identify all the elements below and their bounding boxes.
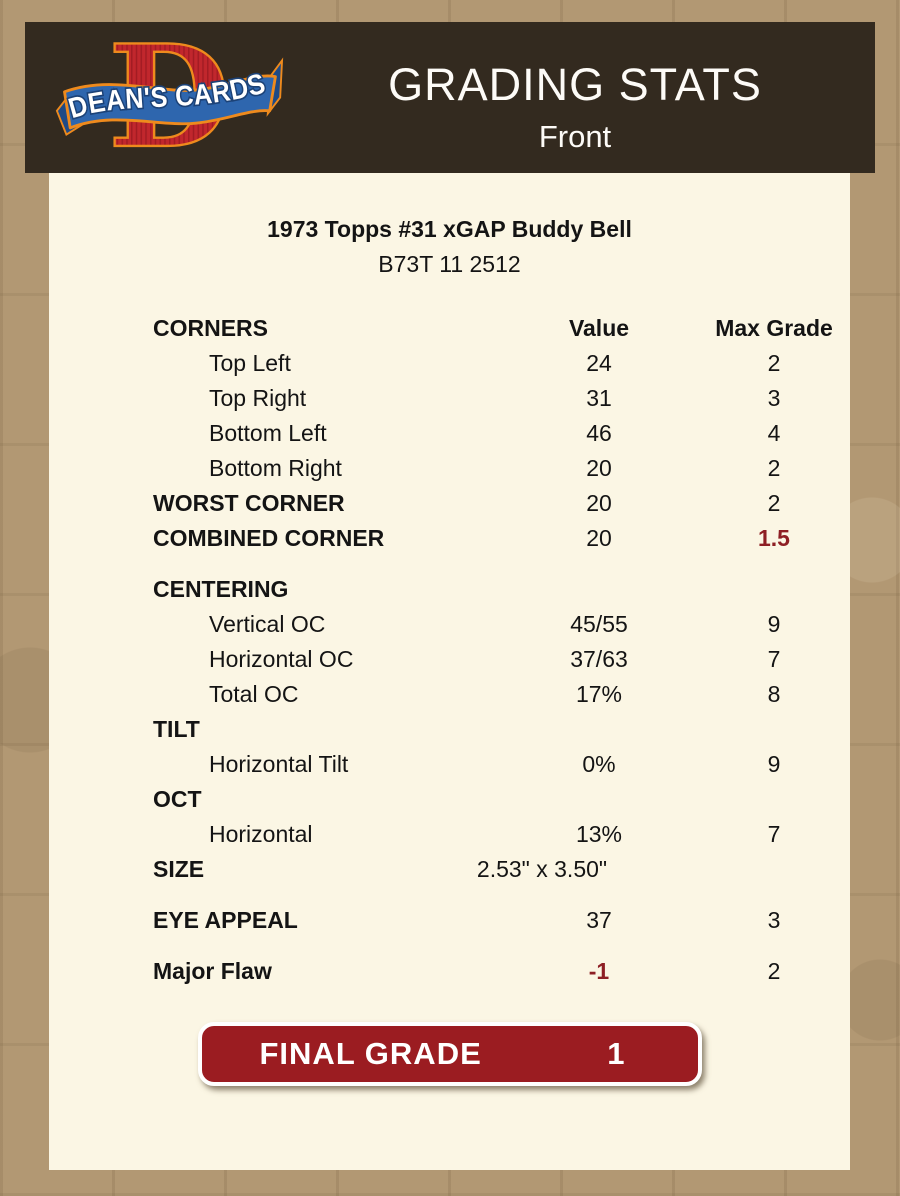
row-max-grade: 9 xyxy=(767,611,781,637)
row-label: OCT xyxy=(153,786,202,812)
row-max-grade: 2 xyxy=(767,958,781,984)
row-label: Major Flaw xyxy=(153,958,272,984)
row-value: 20 xyxy=(586,525,612,551)
grading-stats-table: CORNERS Value Max Grade Top Left 24 2 Top Righ… xyxy=(49,311,850,989)
row-oct-horizontal: Horizontal 13% 7 xyxy=(49,817,850,852)
row-value xyxy=(499,572,699,607)
header-titles: GRADING STATS Front xyxy=(325,22,825,173)
ribbon-banner xyxy=(63,74,277,130)
row-value: 37/63 xyxy=(570,646,628,672)
row-value: 13% xyxy=(575,821,623,847)
row-label: SIZE xyxy=(153,856,205,882)
row-label: Bottom Right xyxy=(209,455,342,481)
row-label: Horizontal OC xyxy=(209,646,354,672)
header-bar: D DEAN'S CARDS GRADING STATS Front xyxy=(25,22,875,173)
row-bottom-right: Bottom Right 20 2 xyxy=(49,451,850,486)
row-max-grade: 8 xyxy=(767,681,781,707)
row-max-grade: 1.5 xyxy=(758,525,790,551)
row-label: COMBINED CORNER xyxy=(153,525,385,551)
row-max-grade: 9 xyxy=(767,751,781,777)
row-value: 45/55 xyxy=(570,611,628,637)
deans-cards-logo: D DEAN'S CARDS xyxy=(55,31,284,164)
row-value: 20 xyxy=(586,490,612,516)
row-value xyxy=(499,782,699,817)
row-value: 17% xyxy=(575,681,623,707)
row-combined-corner: COMBINED CORNER 20 1.5 xyxy=(49,521,850,556)
row-corners-header: CORNERS Value Max Grade xyxy=(49,311,850,346)
row-max-grade: 2 xyxy=(767,455,781,481)
row-tilt: TILT xyxy=(49,712,850,747)
row-vertical-oc: Vertical OC 45/55 9 xyxy=(49,607,850,642)
final-grade-button[interactable]: FINAL GRADE 1 xyxy=(197,1022,702,1086)
row-max-grade: 7 xyxy=(767,821,781,847)
row-max-grade: 4 xyxy=(767,420,781,446)
row-max-grade xyxy=(699,852,849,887)
row-top-left: Top Left 24 2 xyxy=(49,346,850,381)
row-centering: CENTERING xyxy=(49,572,850,607)
row-horizontal-tilt: Horizontal Tilt 0% 9 xyxy=(49,747,850,782)
row-label: Horizontal xyxy=(209,821,313,847)
row-label: Top Left xyxy=(209,350,291,376)
row-value: 24 xyxy=(586,350,612,376)
row-label: TILT xyxy=(153,716,200,742)
row-oct: OCT xyxy=(49,782,850,817)
row-value: 31 xyxy=(586,385,612,411)
row-value xyxy=(499,712,699,747)
row-max-grade: 2 xyxy=(767,490,781,516)
row-max-grade: 7 xyxy=(767,646,781,672)
row-top-right: Top Right 31 3 xyxy=(49,381,850,416)
row-value: Value xyxy=(568,315,630,341)
row-total-oc: Total OC 17% 8 xyxy=(49,677,850,712)
row-value: 2.53" x 3.50" xyxy=(476,856,608,882)
row-value: 37 xyxy=(586,907,612,933)
card-title: 1973 Topps #31 xGAP Buddy Bell xyxy=(267,216,632,242)
row-label: WORST CORNER xyxy=(153,490,345,516)
row-max-grade xyxy=(699,712,849,747)
row-value: 46 xyxy=(586,420,612,446)
row-worst-corner: WORST CORNER 20 2 xyxy=(49,486,850,521)
page-subtitle: Front xyxy=(538,119,612,154)
row-label: EYE APPEAL xyxy=(153,907,298,933)
grading-panel: 1973 Topps #31 xGAP Buddy Bell B73T 11 2… xyxy=(49,173,850,1170)
row-value: -1 xyxy=(588,958,610,984)
row-value: 0% xyxy=(582,751,616,777)
final-grade-value: 1 xyxy=(607,1036,626,1071)
page-title: GRADING STATS xyxy=(388,59,762,110)
card-serial-number: B73T 11 2512 xyxy=(378,251,521,277)
row-max-grade xyxy=(699,572,849,607)
row-label: Top Right xyxy=(209,385,307,411)
row-max-grade xyxy=(699,782,849,817)
row-label: Horizontal Tilt xyxy=(209,751,349,777)
row-label: Bottom Left xyxy=(209,420,327,446)
row-max-grade: 3 xyxy=(767,385,781,411)
row-eye-appeal: EYE APPEAL 37 3 xyxy=(49,903,850,938)
row-value: 20 xyxy=(586,455,612,481)
row-major-flaw: Major Flaw -1 2 xyxy=(49,954,850,989)
row-label: Total OC xyxy=(209,681,299,707)
row-label: Vertical OC xyxy=(209,611,326,637)
final-grade-label: FINAL GRADE xyxy=(259,1036,482,1071)
row-size: SIZE 2.53" x 3.50" xyxy=(49,852,850,887)
row-bottom-left: Bottom Left 46 4 xyxy=(49,416,850,451)
row-max-grade: Max Grade xyxy=(715,315,833,341)
row-label: CORNERS xyxy=(153,315,269,341)
row-horizontal-oc: Horizontal OC 37/63 7 xyxy=(49,642,850,677)
row-max-grade: 3 xyxy=(767,907,781,933)
row-max-grade: 2 xyxy=(767,350,781,376)
row-label: CENTERING xyxy=(153,576,289,602)
